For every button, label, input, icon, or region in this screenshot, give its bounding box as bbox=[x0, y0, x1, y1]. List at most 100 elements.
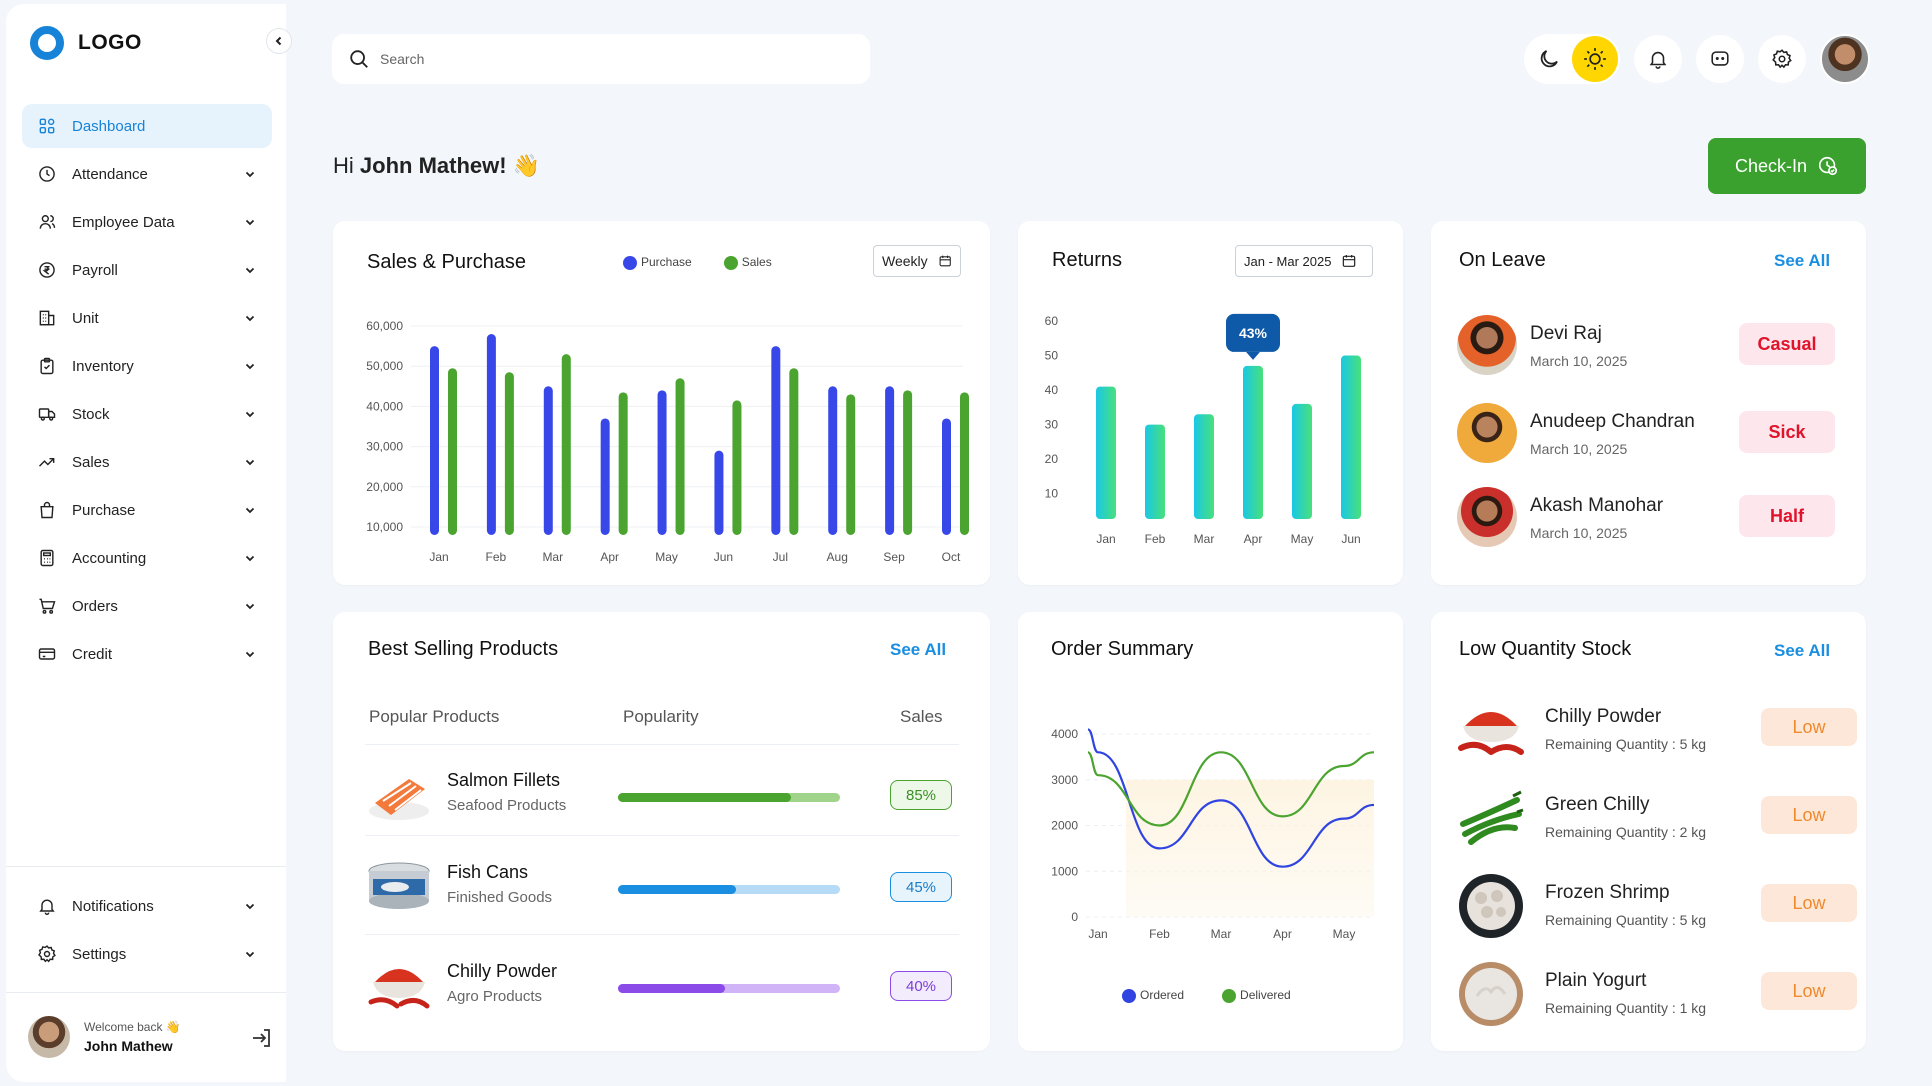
tooltip-pointer bbox=[1246, 351, 1260, 360]
period-select[interactable]: Weekly bbox=[873, 245, 961, 277]
sidebar-bottom-nav: Notifications Settings bbox=[22, 884, 272, 980]
messages-button[interactable] bbox=[1696, 35, 1744, 83]
stock-item[interactable]: Chilly Powder Remaining Quantity : 5 kg … bbox=[1457, 696, 1857, 776]
building-icon bbox=[36, 307, 58, 329]
stock-item[interactable]: Green Chilly Remaining Quantity : 2 kg L… bbox=[1457, 784, 1857, 864]
y-tick-label: 20 bbox=[1045, 452, 1059, 466]
x-tick-label: Apr bbox=[600, 550, 619, 564]
sun-icon[interactable] bbox=[1572, 36, 1618, 82]
sales-purchase-chart: 60,000 50,000 40,000 30,000 20,000 10,000 Jan F… bbox=[366, 319, 969, 564]
leave-item[interactable]: Devi Raj March 10, 2025 Casual bbox=[1457, 315, 1837, 379]
stock-item[interactable]: Plain Yogurt Remaining Quantity : 1 kg L… bbox=[1457, 960, 1857, 1040]
card-title: Returns bbox=[1052, 249, 1123, 271]
sidebar-item-dashboard[interactable]: Dashboard bbox=[22, 104, 272, 148]
sidebar-item-label: Dashboard bbox=[72, 117, 146, 135]
y-tick-label: 0 bbox=[1071, 910, 1078, 924]
stock-item[interactable]: Frozen Shrimp Remaining Quantity : 5 kg … bbox=[1457, 872, 1857, 952]
brand-logo[interactable]: LOGO bbox=[30, 26, 142, 60]
item-name: Chilly Powder bbox=[1545, 706, 1662, 727]
truck-icon bbox=[36, 403, 58, 425]
logo-icon bbox=[30, 26, 64, 60]
bar bbox=[1341, 355, 1361, 519]
sidebar-item-inventory[interactable]: Inventory bbox=[22, 344, 272, 388]
see-all-link[interactable]: See All bbox=[1774, 251, 1831, 270]
stock-status-badge: Low bbox=[1761, 972, 1857, 1010]
sidebar-item-label: Stock bbox=[72, 405, 110, 423]
y-tick-label: 40,000 bbox=[366, 399, 403, 413]
date-range-select[interactable]: Jan - Mar 2025 bbox=[1235, 245, 1373, 277]
sidebar-item-unit[interactable]: Unit bbox=[22, 296, 272, 340]
product-row[interactable]: Chilly Powder Agro Products 40% bbox=[365, 948, 959, 1028]
sidebar-item-label: Sales bbox=[72, 453, 110, 471]
sidebar-item-employee-data[interactable]: Employee Data bbox=[22, 200, 272, 244]
moon-icon[interactable] bbox=[1526, 36, 1572, 82]
calculator-icon bbox=[36, 547, 58, 569]
sidebar-item-notifications[interactable]: Notifications bbox=[22, 884, 272, 928]
x-tick-label: Apr bbox=[1273, 927, 1292, 941]
sidebar-item-attendance[interactable]: Attendance bbox=[22, 152, 272, 196]
sidebar-item-label: Unit bbox=[72, 309, 99, 327]
avatar[interactable] bbox=[28, 1016, 70, 1058]
welcome-text: Welcome back 👋 bbox=[84, 1020, 181, 1034]
popularity-fill bbox=[618, 793, 792, 802]
bar-sales bbox=[675, 378, 685, 535]
x-tick-label: Mar bbox=[542, 550, 563, 564]
bar-sales bbox=[561, 354, 571, 535]
leave-item[interactable]: Akash Manohar March 10, 2025 Half bbox=[1457, 487, 1837, 551]
greeting-name: John Mathew! bbox=[359, 153, 507, 178]
sidebar-item-stock[interactable]: Stock bbox=[22, 392, 272, 436]
sidebar-item-label: Notifications bbox=[72, 897, 154, 915]
item-name: Green Chilly bbox=[1545, 794, 1650, 815]
chevron-down-icon bbox=[242, 502, 258, 518]
product-row[interactable]: Fish Cans Finished Goods 45% bbox=[365, 849, 959, 929]
bar-sales bbox=[504, 372, 514, 535]
y-tick-label: 20,000 bbox=[366, 480, 403, 494]
y-tick-label: 50 bbox=[1045, 349, 1059, 363]
bar-sales bbox=[846, 394, 856, 535]
bar-sales bbox=[448, 368, 457, 535]
theme-toggle[interactable] bbox=[1524, 34, 1620, 84]
collapse-sidebar-button[interactable] bbox=[266, 28, 292, 54]
sidebar-item-sales[interactable]: Sales bbox=[22, 440, 272, 484]
chevron-down-icon bbox=[242, 166, 258, 182]
popularity-fill bbox=[618, 885, 736, 894]
bar-purchase bbox=[714, 450, 724, 535]
sidebar-item-purchase[interactable]: Purchase bbox=[22, 488, 272, 532]
logout-icon[interactable] bbox=[250, 1026, 274, 1050]
legend-delivered: Delivered bbox=[1222, 988, 1291, 1003]
sidebar-item-settings[interactable]: Settings bbox=[22, 932, 272, 976]
product-row[interactable]: Salmon Fillets Seafood Products 85% bbox=[365, 757, 959, 837]
sales-badge: 40% bbox=[890, 971, 952, 1001]
bell-icon bbox=[1649, 51, 1667, 69]
profile-avatar[interactable] bbox=[1820, 34, 1870, 84]
returns-chart: 60 50 40 30 20 10 Jan Feb Mar Apr 43% May Jun bbox=[1045, 313, 1361, 546]
chevron-down-icon bbox=[242, 646, 258, 662]
chilly-powder-image bbox=[365, 956, 433, 1016]
notifications-button[interactable] bbox=[1634, 35, 1682, 83]
bar-sales bbox=[789, 368, 799, 535]
x-tick-label: Sep bbox=[883, 550, 905, 564]
on-leave-card: On Leave See All Devi Raj March 10, 2025… bbox=[1431, 221, 1866, 585]
best-selling-card: Best Selling Products See All Popular Pr… bbox=[333, 612, 990, 1051]
remaining-quantity: Remaining Quantity : 2 kg bbox=[1545, 824, 1707, 840]
sidebar-item-accounting[interactable]: Accounting bbox=[22, 536, 272, 580]
leave-item[interactable]: Anudeep Chandran March 10, 2025 Sick bbox=[1457, 403, 1837, 467]
bar bbox=[1243, 365, 1263, 519]
settings-button[interactable] bbox=[1758, 35, 1806, 83]
frozen-shrimp-image bbox=[1457, 872, 1525, 940]
rupee-icon bbox=[36, 259, 58, 281]
chevron-down-icon bbox=[242, 310, 258, 326]
chevron-left-icon bbox=[275, 36, 282, 46]
sidebar-item-label: Inventory bbox=[72, 357, 134, 375]
sidebar-item-credit[interactable]: Credit bbox=[22, 632, 272, 676]
clock-icon bbox=[36, 163, 58, 185]
product-category: Agro Products bbox=[447, 988, 543, 1005]
sidebar-item-payroll[interactable]: Payroll bbox=[22, 248, 272, 292]
search-input[interactable] bbox=[380, 51, 820, 67]
check-in-button[interactable]: Check-In bbox=[1708, 138, 1866, 194]
see-all-link[interactable]: See All bbox=[1774, 641, 1831, 660]
card-title: Best Selling Products bbox=[368, 638, 559, 660]
x-tick-label: Feb bbox=[1149, 927, 1170, 941]
see-all-link[interactable]: See All bbox=[890, 640, 947, 659]
sidebar-item-orders[interactable]: Orders bbox=[22, 584, 272, 628]
